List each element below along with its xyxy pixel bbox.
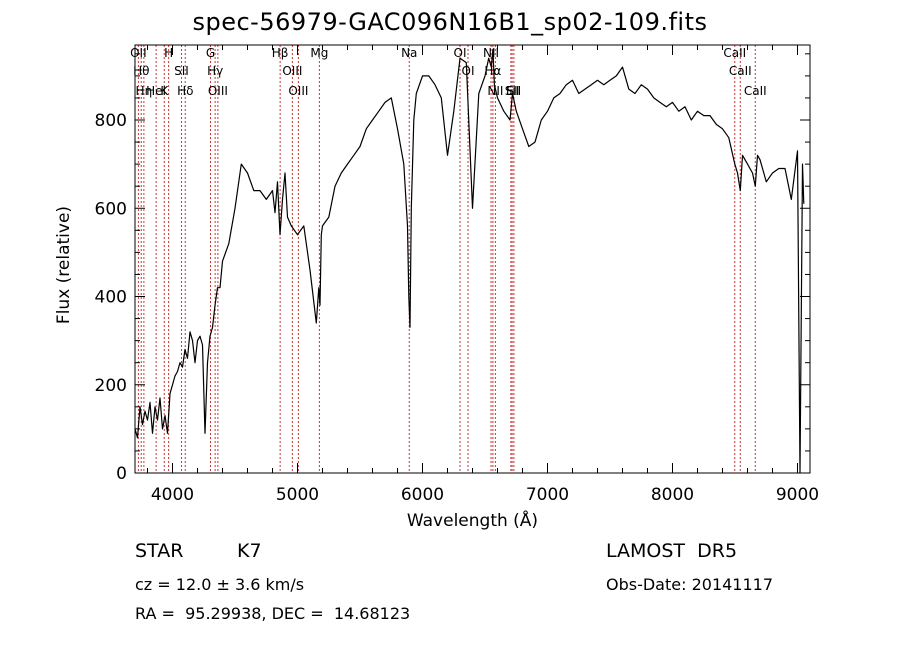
y-tick-label: 800 (95, 111, 127, 131)
line-marker-label: SII (174, 64, 189, 78)
y-tick-label: 600 (95, 199, 127, 219)
line-marker-label: Hη (136, 84, 153, 98)
line-marker-label: CaII (729, 64, 752, 78)
y-axis-label: Flux (relative) (54, 205, 74, 325)
x-tick-label: 4000 (151, 485, 194, 505)
line-marker-label: NII (483, 46, 499, 60)
line-marker-label: SII (505, 84, 520, 98)
line-marker-label: CaII (723, 46, 746, 60)
line-marker-label: Hδ (177, 84, 193, 98)
x-tick-label: 9000 (776, 485, 819, 505)
x-tick-label: 5000 (276, 485, 319, 505)
line-marker-label: Hθ (133, 64, 149, 78)
line-marker-label: SII (507, 84, 522, 98)
y-tick-label: 400 (95, 288, 127, 308)
survey-label: LAMOST DR5 (606, 540, 738, 562)
y-tick-label: 0 (116, 464, 127, 484)
line-marker-label: OI (462, 64, 475, 78)
redshift-value: cz = 12.0 ± 3.6 km/s (135, 575, 305, 594)
observation-date: Obs-Date: 20141117 (606, 575, 774, 594)
line-marker-label: OII (130, 46, 147, 60)
x-tick-label: 7000 (526, 485, 569, 505)
line-marker-label: G (206, 46, 215, 60)
object-class: STAR (135, 540, 184, 562)
line-marker-label: OIII (208, 84, 228, 98)
ra-dec-coordinates: RA = 95.29938, DEC = 14.68123 (135, 604, 411, 623)
line-marker-label: Hβ (272, 46, 289, 60)
x-tick-label: 6000 (401, 485, 444, 505)
y-tick-label: 200 (95, 376, 127, 396)
line-marker-label: H (164, 46, 173, 60)
line-marker-label: OI (454, 46, 467, 60)
x-axis-label: Wavelength (Å) (406, 511, 539, 531)
line-marker-label: Mg (310, 46, 328, 60)
line-marker-label: OIII (288, 84, 308, 98)
plot-frame (134, 44, 811, 474)
x-tick-label: 8000 (651, 485, 694, 505)
line-marker-label: HeI (146, 84, 166, 98)
chart-title: spec-56979-GAC096N16B1_sp02-109.fits (192, 8, 708, 36)
line-marker-label: CaII (744, 84, 767, 98)
spectrum-line (134, 48, 805, 474)
object-subclass: K7 (237, 540, 262, 562)
line-marker-label: Hγ (207, 64, 223, 78)
line-marker-label: Hα (484, 64, 501, 78)
line-marker-label: OIII (282, 64, 302, 78)
line-marker-label: Li (506, 84, 516, 98)
line-marker-label: Na (401, 46, 417, 60)
line-marker-label: K (160, 84, 169, 98)
